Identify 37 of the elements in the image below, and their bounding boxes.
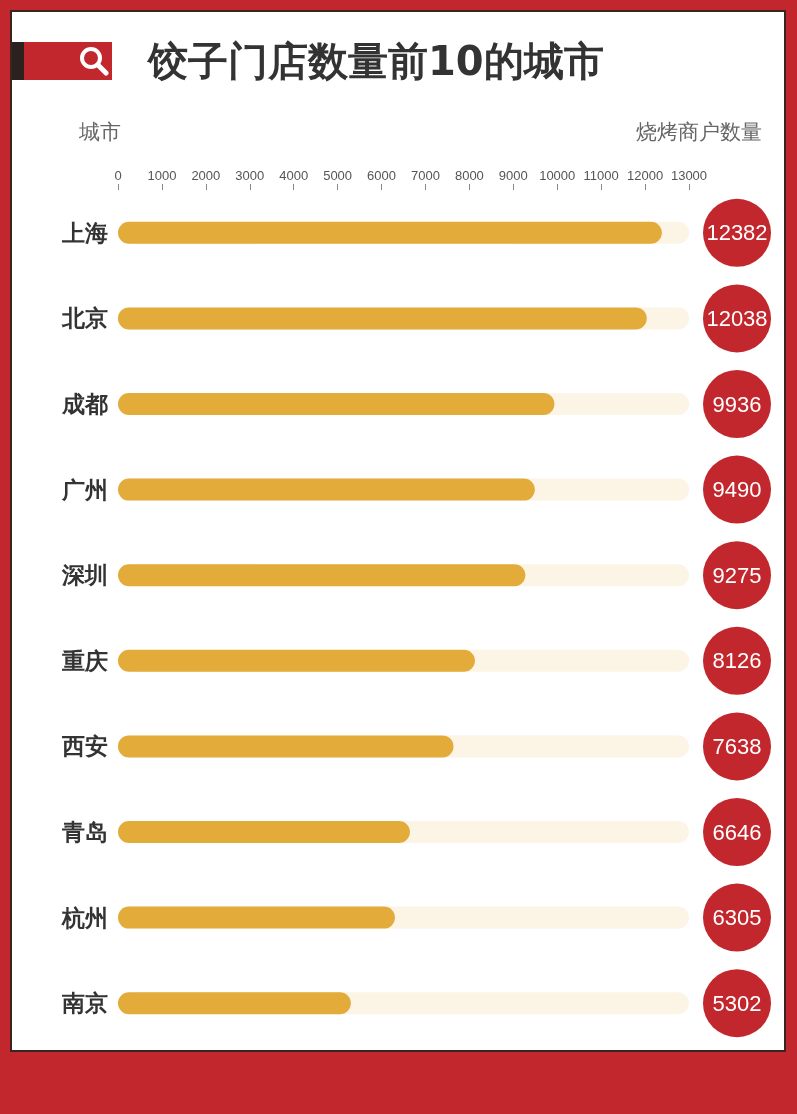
x-tick-label: 1000 (147, 168, 177, 183)
data-label: 12038 (706, 305, 768, 331)
data-label: 9275 (712, 562, 762, 588)
chart-title: 饺子门店数量前10的城市 (146, 38, 604, 84)
y-tick-label: 西安 (61, 733, 108, 760)
x-tick-label: 7000 (411, 168, 440, 183)
y-tick-label: 广州 (61, 476, 108, 503)
y-tick-label: 上海 (61, 219, 108, 246)
x-tick-label: 3000 (235, 168, 265, 183)
data-label: 6305 (712, 905, 762, 931)
y-axis-title: 城市 (78, 119, 121, 144)
data-label: 12382 (706, 220, 768, 246)
x-tick-label: 0 (114, 168, 122, 183)
x-tick-label: 9000 (498, 168, 528, 183)
data-label: 9936 (712, 391, 762, 417)
x-tick-label: 4000 (279, 168, 309, 183)
data-label: 6646 (712, 819, 762, 845)
y-tick-label: 北京 (61, 305, 108, 332)
x-tick-label: 2000 (191, 168, 221, 183)
y-tick-label: 重庆 (61, 647, 108, 674)
x-tick-label: 12000 (627, 168, 664, 183)
data-label: 8126 (712, 648, 762, 674)
y-tick-label: 成都 (61, 391, 108, 417)
data-label: 9490 (712, 477, 762, 503)
x-tick-label: 5000 (323, 168, 353, 183)
x-axis-title: 烧烤商户数量 (636, 119, 762, 144)
y-tick-label: 杭州 (61, 904, 108, 931)
data-label: 7638 (712, 733, 762, 759)
x-tick-label: 10000 (539, 168, 576, 183)
x-tick-label: 8000 (454, 168, 484, 183)
x-tick-label: 6000 (367, 168, 396, 183)
y-tick-label: 深圳 (61, 562, 108, 589)
y-tick-label: 南京 (61, 990, 108, 1017)
x-tick-label: 11000 (583, 168, 619, 183)
x-tick-label: 13000 (670, 168, 708, 183)
y-tick-label: 青岛 (61, 819, 108, 845)
data-label: 5302 (712, 990, 762, 1016)
